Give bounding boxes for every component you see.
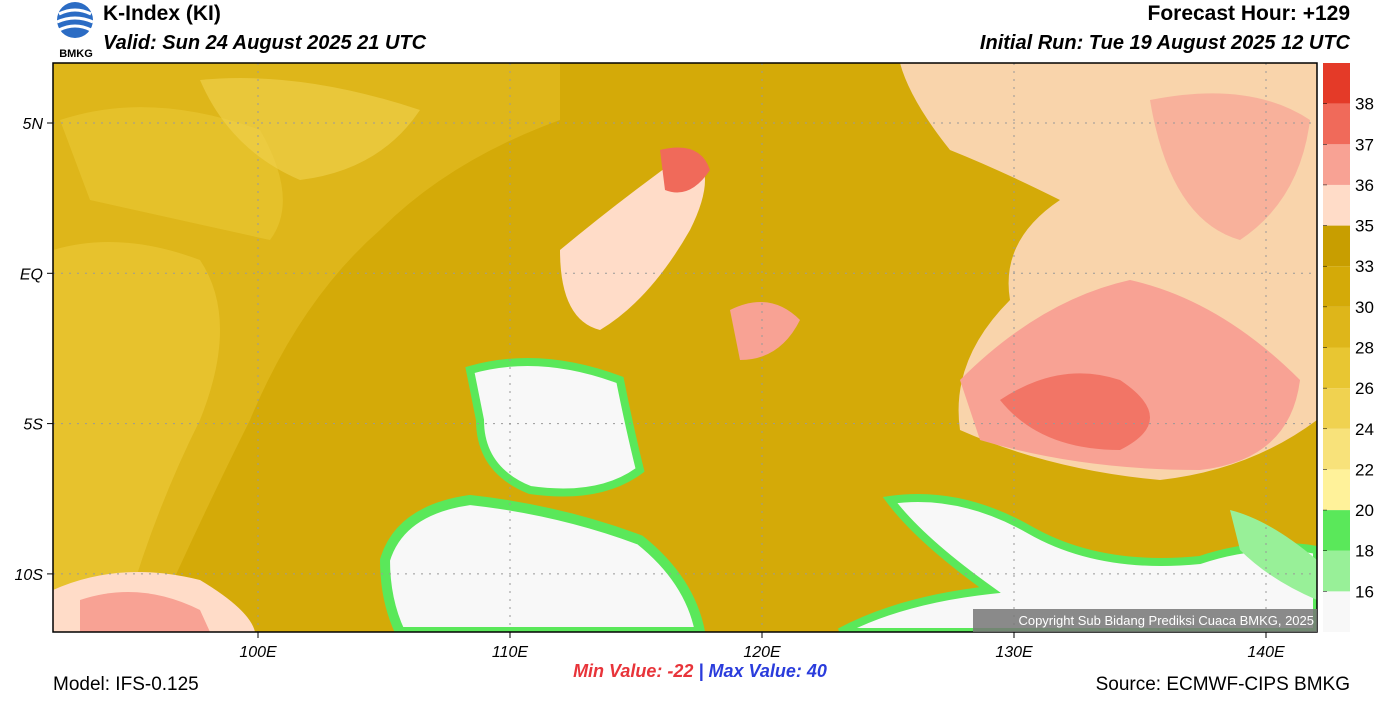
logo-text: BMKG: [59, 48, 93, 60]
colorbar-segment: [1323, 469, 1350, 511]
copyright-box: [973, 609, 1317, 632]
lat-label: 10S: [15, 567, 44, 584]
lat-label: 5N: [23, 116, 44, 133]
logo-stripe: [58, 8, 92, 16]
graticule: 5N EQ 5S 10S 100E 110E 120E 130E 140E: [15, 63, 1317, 661]
colorbar-label: 30: [1355, 298, 1374, 317]
min-max: Min Value: -22 | Max Value: 40: [0, 661, 1400, 682]
separator: |: [698, 661, 704, 681]
colorbar-label: 24: [1355, 420, 1374, 439]
colorbar-segment: [1323, 306, 1350, 348]
model: Model: IFS-0.125: [53, 674, 199, 695]
field-patch: [60, 107, 283, 240]
lon-label: 100E: [239, 644, 277, 661]
colorbar-label: 35: [1355, 217, 1374, 236]
colorbar-label: 37: [1355, 135, 1374, 154]
min-value: -22: [667, 661, 694, 681]
min-label: Min Value:: [573, 661, 663, 681]
colorbar-segment: [1323, 388, 1350, 429]
colorbar-label: 36: [1355, 176, 1374, 195]
colorbar-label: 16: [1355, 582, 1374, 601]
field-patch: [560, 150, 705, 330]
lat-label: 5S: [23, 417, 43, 434]
logo-stripe: [56, 16, 94, 24]
field-patch: [200, 78, 420, 180]
colorbar-segment: [1323, 63, 1350, 104]
field-patch: [660, 147, 710, 193]
colorbar-label: 28: [1355, 339, 1374, 358]
field-patch: [53, 242, 220, 632]
max-label: Max Value:: [708, 661, 802, 681]
sea-low: [465, 358, 645, 497]
initial-run: Initial Run: Tue 19 August 2025 12 UTC: [979, 32, 1350, 54]
logo: BMKG: [56, 2, 94, 60]
colorbar-segment: [1323, 347, 1350, 389]
colorbar-segment: [1323, 550, 1350, 592]
forecast-hour: Forecast Hour: +129: [1147, 2, 1351, 25]
map-frame: [52, 62, 1318, 633]
lat-label: EQ: [20, 266, 43, 283]
field-patch: [730, 302, 800, 360]
sea-low: [379, 494, 706, 632]
colorbar-label: 20: [1355, 501, 1374, 520]
colorbar-segment: [1323, 266, 1350, 307]
field-patch: [1000, 373, 1150, 450]
logo-stripe: [58, 24, 92, 32]
lon-label: 120E: [743, 644, 781, 661]
colorbar-segment: [1323, 225, 1350, 267]
colorbar-segment: [1323, 428, 1350, 470]
lon-label: 110E: [492, 644, 529, 661]
colorbar-segment: [1323, 510, 1350, 551]
colorbar-label: 22: [1355, 460, 1374, 479]
field-patch: [1230, 510, 1317, 600]
colorbar-segment: [1323, 144, 1350, 185]
colorbar-label: 38: [1355, 95, 1374, 114]
field-patch: [80, 592, 210, 632]
colorbar-segment: [1323, 591, 1350, 632]
colorbar-segment: [1323, 103, 1350, 145]
lon-label: 140E: [1247, 644, 1285, 661]
colorbar: 16 18 20 22 24 26 28 30 33 35 36 37 38: [1323, 63, 1374, 632]
source: Source: ECMWF-CIPS BMKG: [1095, 674, 1350, 695]
colorbar-segment: [1323, 184, 1350, 226]
lon-label: 130E: [995, 644, 1033, 661]
colorbar-label: 18: [1355, 542, 1374, 561]
title: K-Index (KI): [103, 2, 221, 25]
map-field: [53, 63, 1317, 632]
copyright: Copyright Sub Bidang Prediksi Cuaca BMKG…: [1018, 613, 1314, 628]
valid-time: Valid: Sun 24 August 2025 21 UTC: [103, 32, 427, 54]
max-value: 40: [806, 661, 827, 681]
colorbar-label: 26: [1355, 379, 1374, 398]
field-patch: [1150, 93, 1310, 240]
colorbar-label: 33: [1355, 257, 1374, 276]
